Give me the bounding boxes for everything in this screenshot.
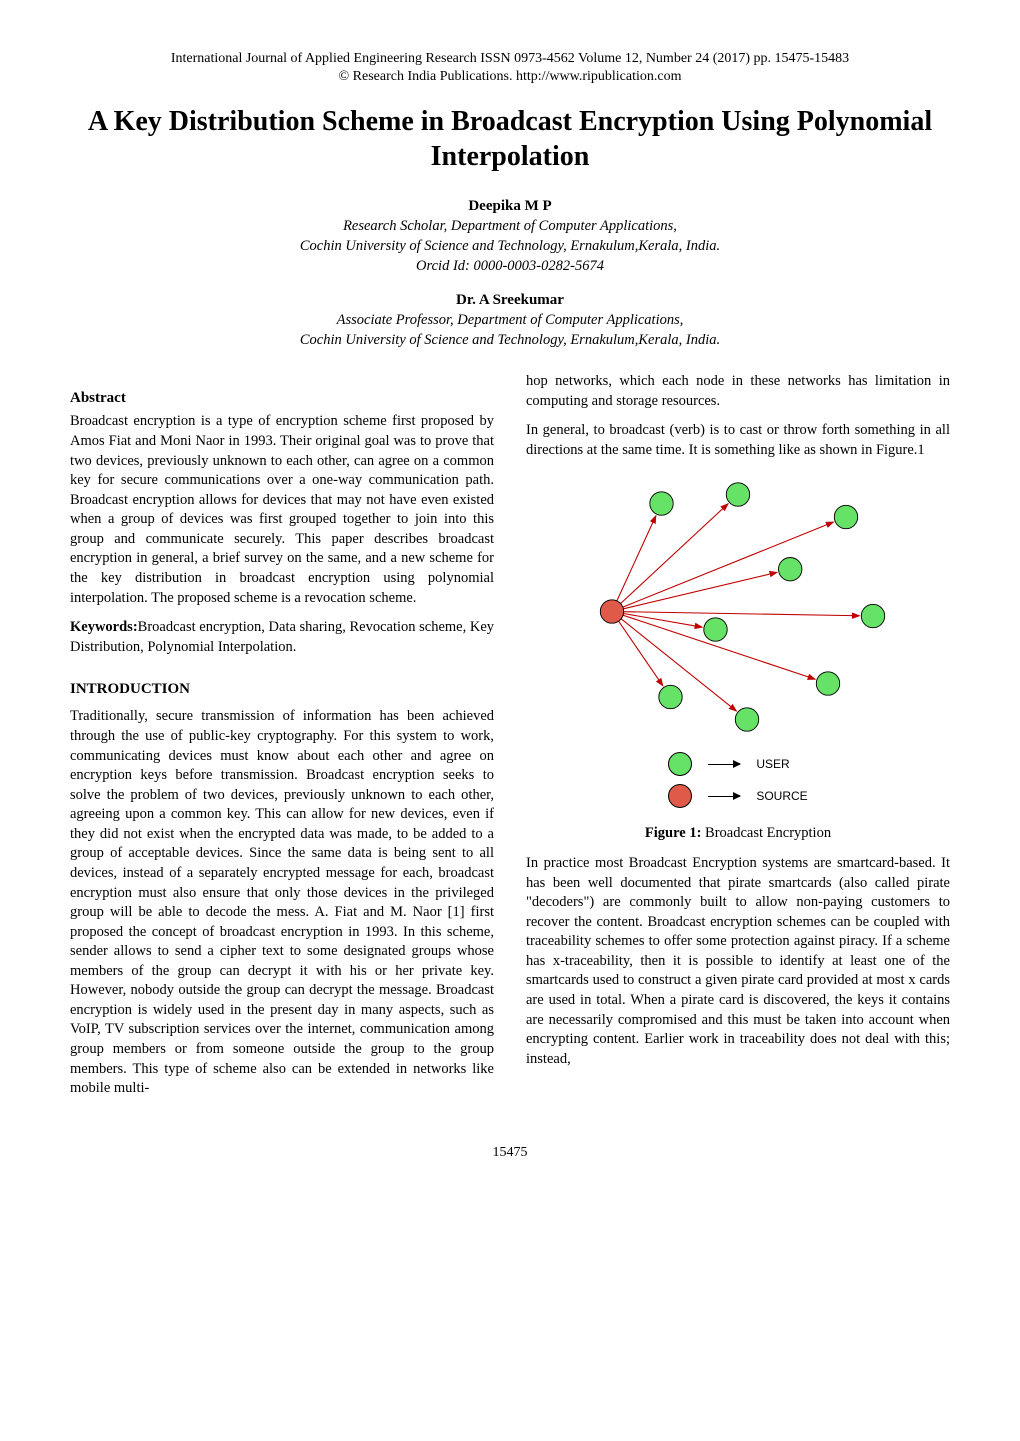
legend-user-row: USER <box>668 752 807 776</box>
page-number: 15475 <box>70 1145 950 1161</box>
two-column-layout: Abstract Broadcast encryption is a type … <box>70 372 950 1105</box>
left-column: Abstract Broadcast encryption is a type … <box>70 372 494 1105</box>
keywords: Keywords:Broadcast encryption, Data shar… <box>70 618 494 657</box>
right-para1: hop networks, which each node in these n… <box>526 372 950 411</box>
figure-1-diagram <box>558 472 918 742</box>
journal-header-line2: © Research India Publications. http://ww… <box>70 68 950 86</box>
legend-arrow-icon <box>708 764 740 765</box>
right-column: hop networks, which each node in these n… <box>526 372 950 1105</box>
author-1-affil-1: Cochin University of Science and Technol… <box>70 237 950 257</box>
author-1-affil-2: Orcid Id: 0000-0003-0282-5674 <box>70 257 950 277</box>
legend-source-label: SOURCE <box>756 788 807 804</box>
author-2-name: Dr. A Sreekumar <box>70 292 950 309</box>
legend-user-label: USER <box>756 756 789 772</box>
figure-1-legend: USER SOURCE <box>668 752 807 816</box>
authors-block: Deepika M P Research Scholar, Department… <box>70 198 950 350</box>
paper-title: A Key Distribution Scheme in Broadcast E… <box>70 104 950 174</box>
author-2: Dr. A Sreekumar Associate Professor, Dep… <box>70 292 950 350</box>
author-2-affil-1: Cochin University of Science and Technol… <box>70 331 950 351</box>
figure-1-caption-text: Broadcast Encryption <box>701 825 831 841</box>
right-para3: In practice most Broadcast Encryption sy… <box>526 854 950 1069</box>
journal-header-line1: International Journal of Applied Enginee… <box>70 50 950 68</box>
keywords-label: Keywords: <box>70 619 138 635</box>
introduction-heading: INTRODUCTION <box>70 679 494 699</box>
author-1-affil-0: Research Scholar, Department of Computer… <box>70 217 950 237</box>
author-2-affil-0: Associate Professor, Department of Compu… <box>70 311 950 331</box>
author-1: Deepika M P Research Scholar, Department… <box>70 198 950 276</box>
introduction-para1: Traditionally, secure transmission of in… <box>70 707 494 1098</box>
figure-1-caption-bold: Figure 1: <box>645 825 702 841</box>
figure-1: USER SOURCE Figure 1: Broadcast Encrypti… <box>526 472 950 844</box>
right-para2: In general, to broadcast (verb) is to ca… <box>526 421 950 460</box>
legend-source-circle <box>668 784 692 808</box>
legend-source-row: SOURCE <box>668 784 807 808</box>
abstract-heading: Abstract <box>70 388 494 408</box>
author-1-name: Deepika M P <box>70 198 950 215</box>
abstract-text: Broadcast encryption is a type of encryp… <box>70 412 494 608</box>
legend-user-circle <box>668 752 692 776</box>
journal-header: International Journal of Applied Enginee… <box>70 50 950 86</box>
figure-1-caption: Figure 1: Broadcast Encryption <box>645 824 831 844</box>
legend-arrow-icon <box>708 796 740 797</box>
